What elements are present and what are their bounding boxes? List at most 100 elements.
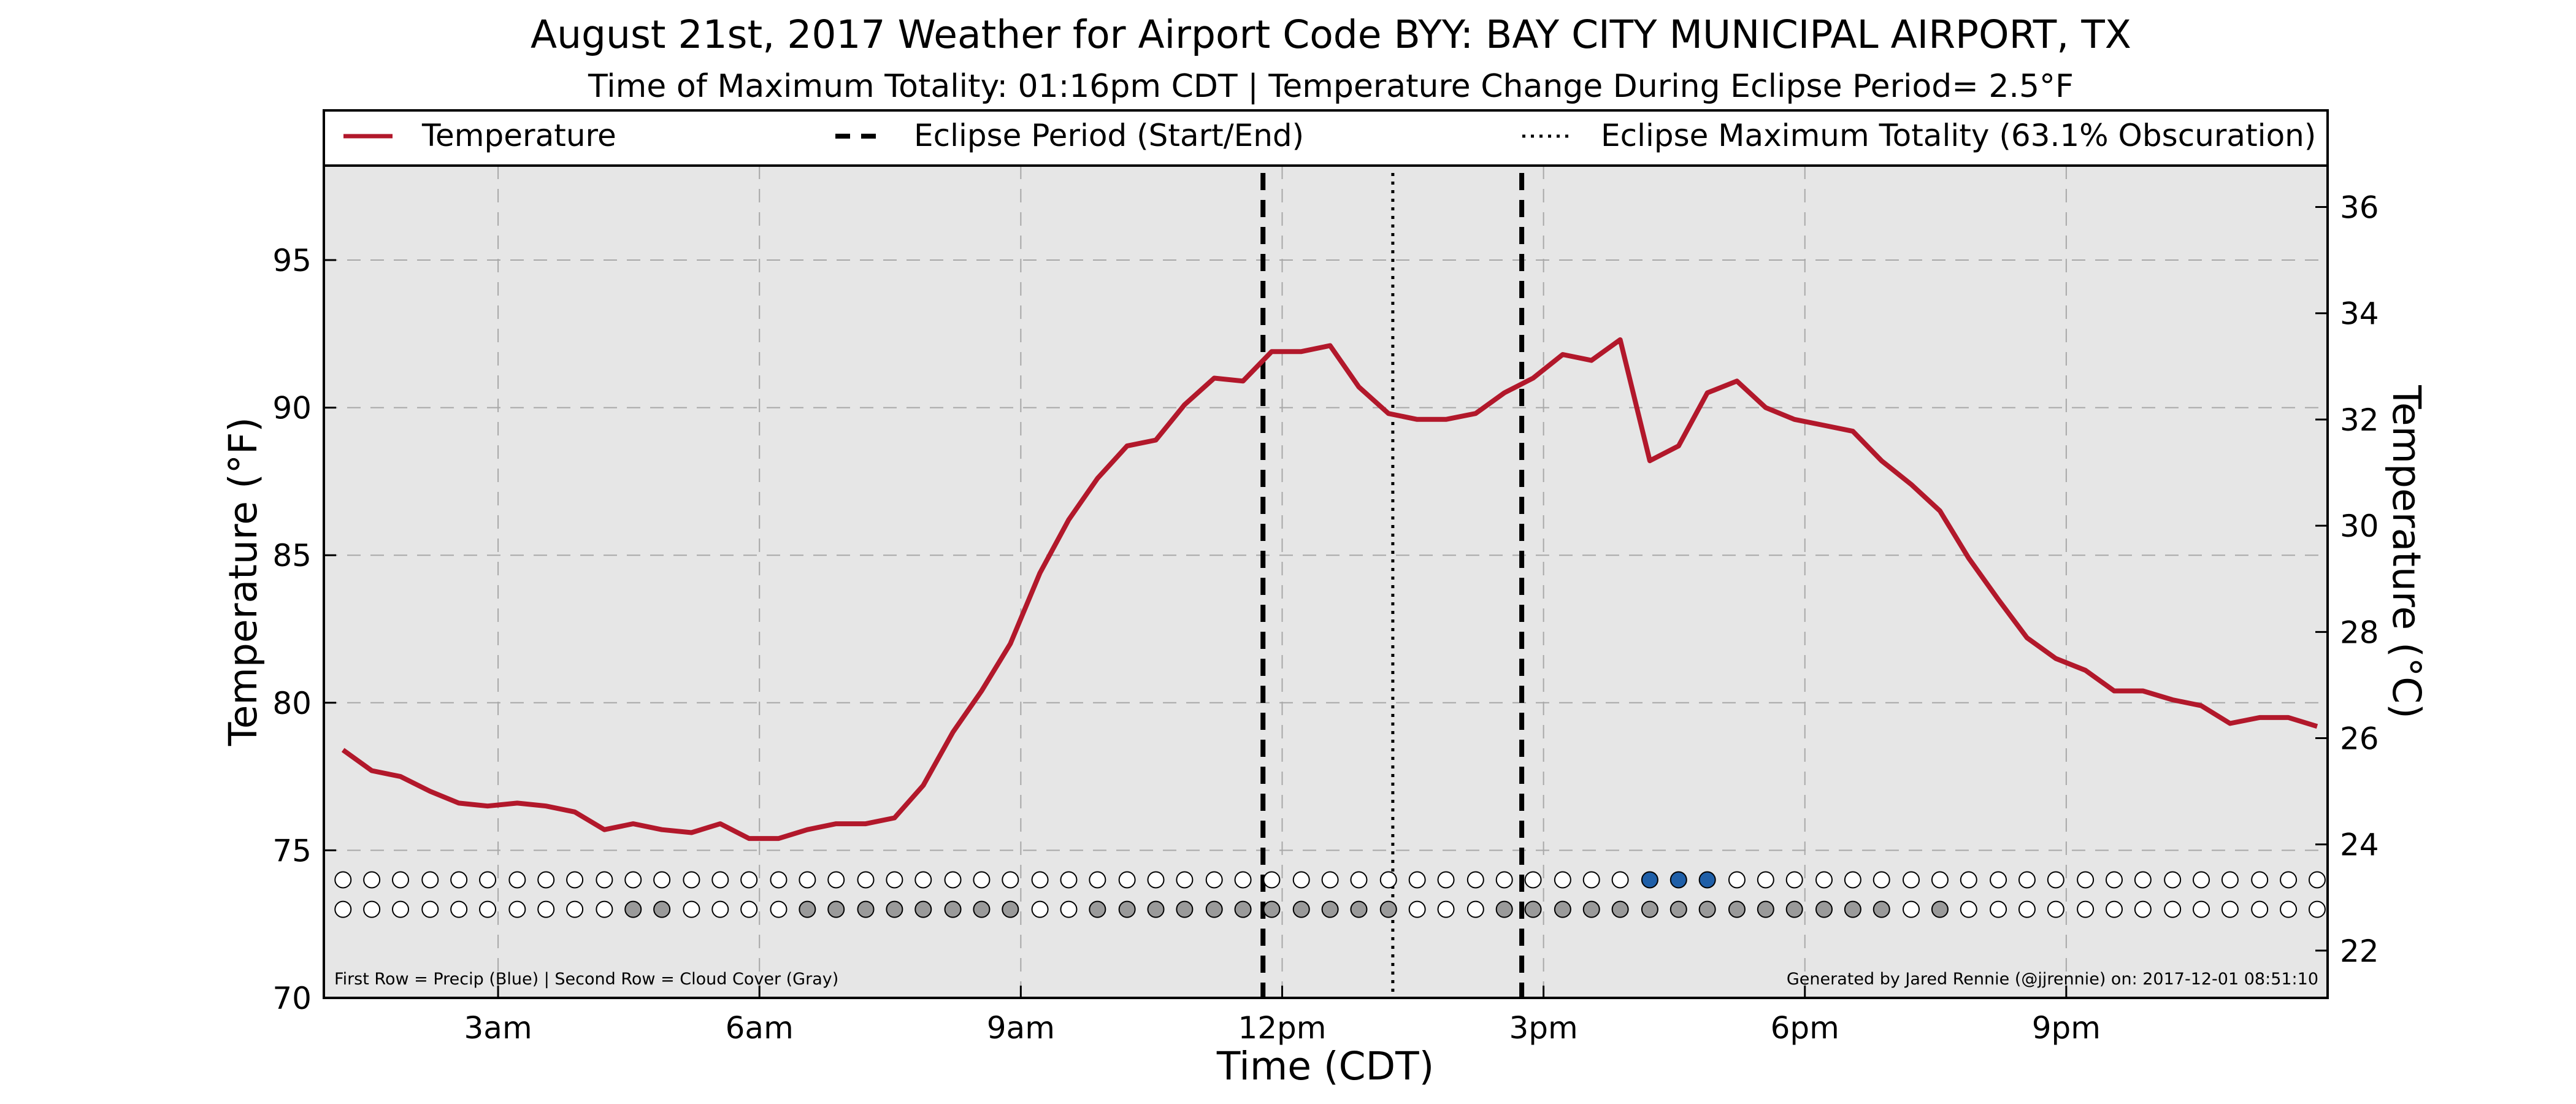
precip-indicator (1263, 871, 1281, 889)
precip-indicator (566, 871, 584, 889)
precip-indicator (827, 871, 845, 889)
cloud-indicator (1147, 900, 1165, 918)
precip-indicator (363, 871, 381, 889)
cloud-indicator (1554, 900, 1571, 918)
y-axis-label-right: Temperature (°C) (2384, 385, 2429, 719)
precip-indicator (1089, 871, 1106, 889)
cloud-indicator (1205, 900, 1223, 918)
x-tick-label: 12pm (1238, 1010, 1326, 1046)
precip-indicator (450, 871, 468, 889)
cloud-indicator (914, 900, 932, 918)
cloud-indicator (973, 900, 991, 918)
cloud-indicator (770, 900, 788, 918)
legend-label-eclipse-max: Eclipse Maximum Totality (63.1% Obscurat… (1601, 118, 2316, 153)
precip-indicator (886, 871, 903, 889)
precip-indicator (683, 871, 700, 889)
precip-indicator (1002, 871, 1019, 889)
precip-indicator (1873, 871, 1890, 889)
precip-indicator (2308, 871, 2326, 889)
footnote-right: Generated by Jared Rennie (@jjrennie) on… (1787, 970, 2318, 989)
precip-indicator (1582, 871, 1600, 889)
cloud-indicator (1437, 900, 1455, 918)
legend-box (323, 109, 2329, 167)
series-line-temperature (341, 337, 2318, 841)
y-tick-label-right: 26 (2340, 721, 2379, 757)
temperature-series (341, 337, 2318, 841)
y-tick-label: 95 (272, 243, 312, 278)
cloud-indicator (1060, 900, 1078, 918)
cloud-indicator (1844, 900, 1861, 918)
precip-indicator (2018, 871, 2036, 889)
precip-indicator (1495, 871, 1513, 889)
precip-indicator (1350, 871, 1368, 889)
footnote-left: First Row = Precip (Blue) | Second Row =… (334, 970, 838, 989)
cloud-indicator (2221, 900, 2239, 918)
indicator-rows (334, 871, 2326, 918)
cloud-indicator (1815, 900, 1833, 918)
precip-indicator (770, 871, 788, 889)
cloud-indicator (596, 900, 613, 918)
precip-indicator (1292, 871, 1310, 889)
plot-area (324, 166, 2328, 998)
cloud-indicator (1669, 900, 1687, 918)
precip-indicator (799, 871, 816, 889)
precip-indicator (1903, 871, 1920, 889)
cloud-indicator (2308, 900, 2326, 918)
precip-indicator (1205, 871, 1223, 889)
x-tick-label: 9pm (2032, 1010, 2101, 1046)
cloud-indicator (363, 900, 381, 918)
x-axis-label: Time (CDT) (1216, 1044, 1434, 1089)
y-tick-label: 70 (272, 981, 312, 1016)
precip-indicator (1321, 871, 1339, 889)
cloud-indicator (1728, 900, 1746, 918)
precip-indicator (1844, 871, 1861, 889)
cloud-indicator (421, 900, 439, 918)
cloud-indicator (1292, 900, 1310, 918)
cloud-indicator (391, 900, 409, 918)
precip-indicator (1524, 871, 1542, 889)
precip-indicator (1554, 871, 1571, 889)
cloud-indicator (2164, 900, 2182, 918)
cloud-indicator (799, 900, 816, 918)
cloud-indicator (1176, 900, 1194, 918)
precip-indicator (1379, 871, 1397, 889)
precip-indicator (1234, 871, 1252, 889)
legend-label-temperature: Temperature (421, 118, 616, 153)
cloud-indicator (1263, 900, 1281, 918)
cloud-indicator (1903, 900, 1920, 918)
y-tick-label-right: 36 (2340, 190, 2379, 226)
precip-indicator (1118, 871, 1136, 889)
cloud-indicator (2251, 900, 2269, 918)
cloud-indicator (857, 900, 875, 918)
y-tick-label-right: 24 (2340, 827, 2379, 863)
cloud-indicator (886, 900, 903, 918)
precip-indicator (1931, 871, 1949, 889)
precip-indicator (914, 871, 932, 889)
cloud-indicator (1698, 900, 1716, 918)
x-tick-label: 3pm (1509, 1010, 1577, 1046)
cloud-indicator (2280, 900, 2298, 918)
precip-indicator (711, 871, 729, 889)
cloud-indicator (1031, 900, 1049, 918)
cloud-indicator (653, 900, 671, 918)
cloud-indicator (624, 900, 642, 918)
precip-indicator (2077, 871, 2095, 889)
cloud-indicator (1785, 900, 1803, 918)
precip-indicator (1408, 871, 1426, 889)
precip-indicator (1669, 871, 1687, 889)
precip-indicator (1641, 871, 1658, 889)
cloud-indicator (1960, 900, 1977, 918)
y-tick-label-right: 22 (2340, 933, 2379, 969)
cloud-indicator (1089, 900, 1106, 918)
x-tick-label: 9am (987, 1010, 1055, 1046)
cloud-indicator (1495, 900, 1513, 918)
y-axis-ticks-left: 70 75 80 85 90 95 (272, 243, 336, 1016)
y-tick-label-right: 28 (2340, 615, 2379, 650)
precip-indicator (2193, 871, 2210, 889)
y-tick-label-right: 32 (2340, 402, 2379, 438)
cloud-indicator (1466, 900, 1484, 918)
cloud-indicator (508, 900, 526, 918)
precip-indicator (857, 871, 875, 889)
precip-indicator (1060, 871, 1078, 889)
